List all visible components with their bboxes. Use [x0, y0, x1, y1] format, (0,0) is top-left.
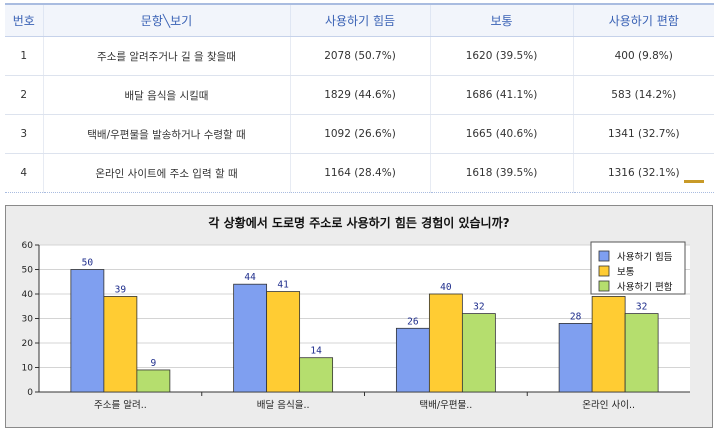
bar — [233, 283, 268, 393]
data-label: 32 — [473, 302, 484, 313]
bar — [103, 296, 138, 393]
data-label: 28 — [570, 311, 582, 322]
bar — [395, 327, 430, 393]
row-number: 2 — [5, 75, 43, 115]
data-label: 44 — [244, 272, 256, 283]
data-label: 26 — [407, 316, 419, 327]
row-easy: 583 (14.2%) — [572, 75, 714, 115]
y-tick-label: 40 — [22, 290, 34, 300]
legend-swatch — [598, 250, 610, 262]
x-tick-label: 주소를 알려.. — [94, 399, 147, 411]
x-tick-label: 택배/우편물.. — [419, 399, 472, 411]
y-tick-label: 0 — [27, 388, 33, 398]
row-normal: 1665 (40.6%) — [429, 114, 573, 154]
row-question: 배달 음식을 시킬때 — [42, 75, 290, 115]
table-row: 2 배달 음식을 시킬때 1829 (44.6%) 1686 (41.1%) 5… — [5, 75, 714, 115]
header-number: 번호 — [5, 3, 43, 37]
y-tick-label: 60 — [22, 241, 34, 251]
table-header-row: 번호 문항╲보기 사용하기 힘듬 보통 사용하기 편함 — [5, 3, 714, 37]
row-difficult: 1092 (26.6%) — [289, 114, 430, 154]
chart-panel: 각 상황에서 도로명 주소로 사용하기 힘든 경험이 있습니까? 0 10 20 30… — [5, 205, 713, 428]
row-easy: 1316 (32.1%) — [572, 153, 714, 193]
decorative-underline — [684, 180, 704, 183]
y-tick-label: 30 — [22, 315, 34, 325]
row-question: 주소를 알려주거나 길 을 찾을때 — [42, 36, 290, 76]
row-easy: 1341 (32.7%) — [572, 114, 714, 154]
data-label: 41 — [277, 280, 289, 291]
bar — [136, 369, 171, 393]
row-difficult: 2078 (50.7%) — [289, 36, 430, 76]
bar — [266, 291, 301, 393]
data-label: 9 — [151, 358, 157, 369]
row-difficult: 1829 (44.6%) — [289, 75, 430, 115]
survey-table: 번호 문항╲보기 사용하기 힘듬 보통 사용하기 편함 1 주소를 알려주거나 … — [5, 3, 714, 193]
bar — [428, 293, 463, 393]
bar — [299, 357, 334, 393]
legend-swatch — [598, 265, 610, 277]
row-normal: 1618 (39.5%) — [429, 153, 573, 193]
data-label: 14 — [310, 346, 322, 357]
row-normal: 1620 (39.5%) — [429, 36, 573, 76]
row-easy: 400 (9.8%) — [572, 36, 714, 76]
y-tick-label: 20 — [22, 339, 34, 349]
row-question: 온라인 사이트에 주소 입력 할 때 — [42, 153, 290, 193]
row-normal: 1686 (41.1%) — [429, 75, 573, 115]
bar — [624, 313, 659, 393]
header-normal: 보통 — [429, 3, 573, 37]
y-tick-label: 50 — [22, 266, 34, 276]
chart-title: 각 상황에서 도로명 주소로 사용하기 힘든 경험이 있습니까? — [208, 216, 510, 230]
table-row: 1 주소를 알려주거나 길 을 찾을때 2078 (50.7%) 1620 (3… — [5, 36, 714, 76]
y-tick-label: 10 — [22, 364, 34, 374]
legend-swatch — [598, 280, 610, 292]
header-difficult: 사용하기 힘듬 — [289, 3, 430, 37]
table-row: 3 택배/우편물을 발송하거나 수령할 때 1092 (26.6%) 1665 … — [5, 114, 714, 154]
bar — [70, 269, 105, 393]
bar — [461, 313, 496, 393]
x-tick-label: 배달 음식을.. — [257, 399, 310, 411]
legend-label: 사용하기 힘듬 — [617, 251, 673, 263]
legend-label: 보통 — [617, 267, 635, 278]
legend-label: 사용하기 편함 — [617, 281, 673, 293]
data-label: 39 — [115, 284, 127, 295]
header-easy: 사용하기 편함 — [572, 3, 714, 37]
row-number: 1 — [5, 36, 43, 76]
header-question: 문항╲보기 — [42, 3, 290, 37]
data-label: 50 — [82, 258, 94, 269]
row-question: 택배/우편물을 발송하거나 수령할 때 — [42, 114, 290, 154]
table-row: 4 온라인 사이트에 주소 입력 할 때 1164 (28.4%) 1618 (… — [5, 153, 714, 193]
row-difficult: 1164 (28.4%) — [289, 153, 430, 193]
x-tick-label: 온라인 사이.. — [582, 400, 635, 411]
bar — [591, 296, 626, 393]
data-label: 40 — [440, 282, 452, 293]
data-label: 32 — [636, 302, 647, 313]
row-number: 3 — [5, 114, 43, 154]
bar-chart: 0 10 20 30 40 50 60 50 39 9 주소를 알려.. 44 41 14 배달 음식을..… — [22, 241, 690, 411]
row-number: 4 — [5, 153, 43, 193]
bar — [558, 323, 593, 393]
